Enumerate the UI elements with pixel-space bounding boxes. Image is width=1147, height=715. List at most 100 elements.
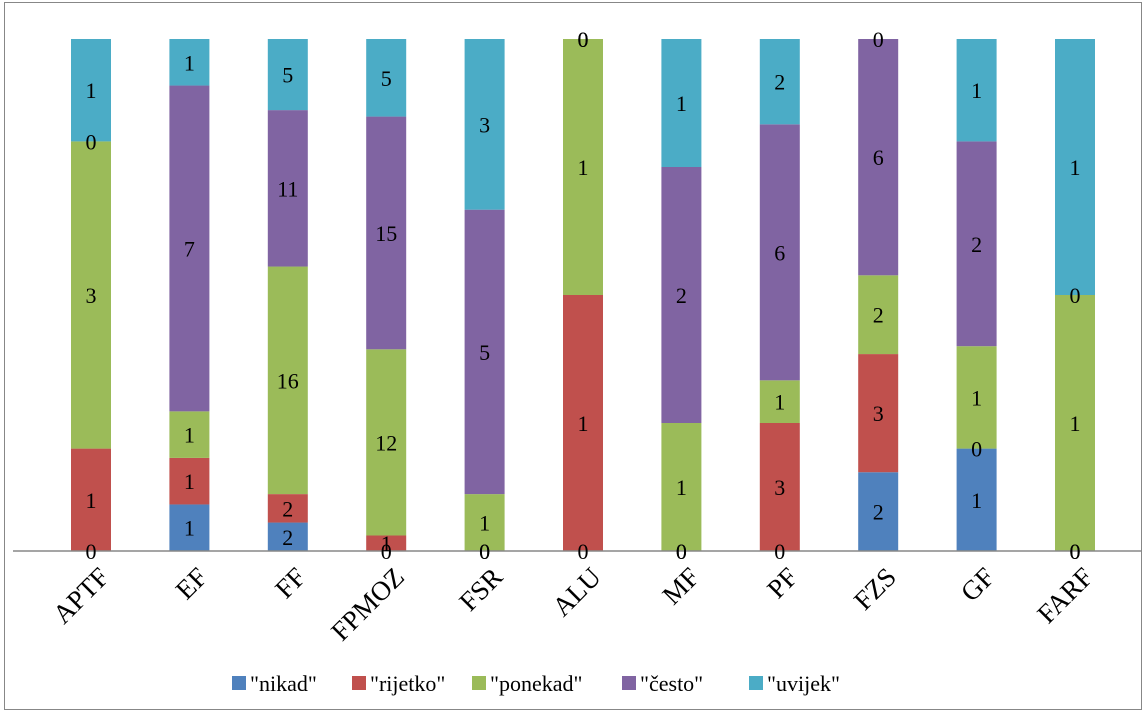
- bar-segment: [759, 124, 800, 381]
- data-label: 1: [578, 155, 589, 180]
- data-label: 0: [578, 27, 589, 52]
- data-label: 1: [86, 488, 97, 513]
- data-label: 12: [375, 430, 397, 455]
- data-label: 5: [381, 66, 392, 91]
- data-label: 0: [1070, 539, 1081, 564]
- x-tick-label: FSR: [453, 562, 508, 617]
- data-label: 2: [676, 283, 687, 308]
- data-label: 1: [971, 488, 982, 513]
- data-label: 1: [184, 50, 195, 75]
- data-label: 1: [86, 78, 97, 103]
- data-label: 0: [479, 539, 490, 564]
- bar-segment: [366, 535, 407, 551]
- bar-segment: [169, 457, 210, 505]
- legend-label: "ponekad": [490, 671, 583, 696]
- legend-swatch: [232, 676, 246, 690]
- x-tick-label: EF: [170, 562, 213, 605]
- data-label: 6: [774, 240, 785, 265]
- x-tick-label: ALU: [546, 562, 606, 622]
- data-label: 2: [774, 70, 785, 95]
- data-label: 0: [479, 539, 490, 564]
- bar-segment: [661, 423, 702, 551]
- bar-segment: [563, 39, 603, 295]
- data-label: 3: [479, 112, 490, 137]
- bar-segment: [267, 39, 308, 111]
- bar-segment: [858, 472, 899, 551]
- bar-segment: [71, 141, 111, 449]
- segment-labels-group: 0130111171221611501121550015301100001210…: [86, 27, 1081, 564]
- data-label: 0: [86, 539, 97, 564]
- data-label: 0: [1070, 539, 1081, 564]
- bar-segment: [1055, 295, 1095, 551]
- data-label: 6: [873, 145, 884, 170]
- data-label: 7: [184, 236, 195, 261]
- x-tick-label: PF: [761, 562, 803, 604]
- data-label: 0: [381, 539, 392, 564]
- legend-swatch: [472, 676, 486, 690]
- bar-segment: [169, 85, 210, 412]
- bar-segment: [956, 39, 997, 142]
- bar-segment: [267, 266, 308, 495]
- data-label: 3: [774, 475, 785, 500]
- bar-segment: [759, 380, 800, 423]
- legend-swatch: [749, 676, 763, 690]
- data-label: 0: [774, 539, 785, 564]
- bar-segment: [464, 209, 505, 495]
- data-label: 15: [375, 221, 397, 246]
- data-label: 1: [184, 469, 195, 494]
- bar-segment: [366, 349, 407, 536]
- data-label: 1: [1070, 155, 1081, 180]
- bars-group: [71, 39, 1095, 551]
- data-label: 5: [479, 340, 490, 365]
- x-tick-label: FPMOZ: [325, 562, 410, 647]
- data-label: 1: [676, 475, 687, 500]
- bar-segment: [858, 354, 899, 473]
- bar-segment: [464, 494, 505, 551]
- bar-segment: [956, 141, 997, 347]
- x-tick-label: APTF: [47, 562, 115, 630]
- data-label: 1: [971, 78, 982, 103]
- data-label: 2: [873, 500, 884, 525]
- legend: "nikad" "rijetko" "ponekad" "često" "uvijek": [232, 671, 840, 696]
- data-label: 1: [479, 511, 490, 536]
- data-label: 0: [971, 437, 982, 462]
- data-label: 1: [578, 411, 589, 436]
- bar-segment: [661, 39, 702, 167]
- data-label: 2: [282, 496, 293, 521]
- data-label: 3: [86, 283, 97, 308]
- stacked-bar-chart: 0130111171221611501121550015301100001210…: [13, 27, 1141, 696]
- bar-segment: [759, 39, 800, 125]
- bar-segment: [661, 167, 702, 423]
- data-label: 0: [86, 129, 97, 154]
- data-label: 1: [1070, 411, 1081, 436]
- bar-segment: [759, 423, 800, 551]
- bar-segment: [267, 110, 308, 267]
- x-tick-label: MF: [656, 562, 705, 611]
- data-label: 2: [873, 303, 884, 328]
- bar-segment: [267, 494, 308, 523]
- bar-segment: [169, 504, 210, 551]
- data-label: 0: [578, 539, 589, 564]
- chart-frame: 0 1 3 0 1 1 1 1 7 1 2 2 16 11 5 0 1 12 15 5 0 0 1 5 3 0 1 1 0 0 0 0 1 2 1 0…: [4, 2, 1142, 710]
- legend-label: "uvijek": [767, 671, 840, 696]
- bar-segment: [858, 39, 899, 276]
- bar-segment: [956, 448, 997, 551]
- bar-segment: [1055, 39, 1095, 295]
- data-label: 1: [971, 385, 982, 410]
- bar-segment: [464, 39, 505, 210]
- x-tick-label: GF: [955, 562, 1001, 608]
- data-label: 16: [277, 368, 299, 393]
- bar-segment: [71, 39, 111, 142]
- data-label: 3: [873, 401, 884, 426]
- data-label: 1: [676, 91, 687, 116]
- data-label: 1: [774, 390, 785, 415]
- data-label: 11: [277, 176, 298, 201]
- legend-swatch: [622, 676, 636, 690]
- bar-segment: [267, 522, 308, 551]
- data-label: 5: [282, 63, 293, 88]
- bar-segment: [71, 448, 111, 551]
- data-label: 1: [184, 516, 195, 541]
- data-label: 2: [282, 525, 293, 550]
- data-label: 1: [184, 423, 195, 448]
- bar-segment: [169, 39, 210, 86]
